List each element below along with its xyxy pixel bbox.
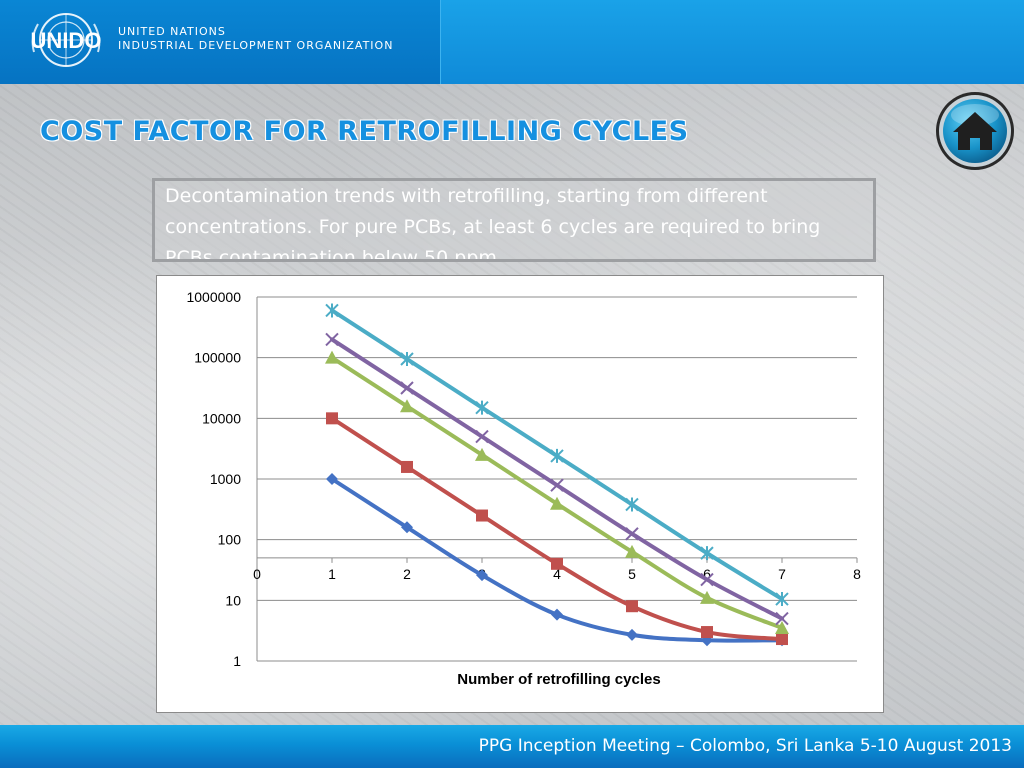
data-point [401,460,413,473]
data-point [625,527,639,541]
x-axis-title: Number of retrofilling cycles [457,671,660,688]
data-point [400,399,414,413]
data-point [326,473,338,485]
y-tick-label: 100000 [194,350,241,366]
data-point [625,544,639,558]
x-tick-label: 2 [403,566,411,582]
data-point [325,303,339,318]
home-icon [936,92,1014,170]
data-point [325,332,339,347]
data-point [550,478,564,492]
x-tick-label: 4 [553,566,561,582]
data-point [700,546,714,561]
x-tick-label: 0 [253,566,261,582]
data-point [776,633,788,646]
y-tick-label: 100 [218,532,242,548]
x-tick-label: 5 [628,566,636,582]
org-name-line1: UNITED NATIONS [118,25,226,38]
data-point [550,496,564,510]
org-name-line2: INDUSTRIAL DEVELOPMENT ORGANIZATION [118,39,394,52]
home-button[interactable] [934,90,1016,172]
x-tick-label: 7 [778,566,786,582]
header-logo-area: UNIDO UNITED NATIONS INDUSTRIAL DEVELOPM… [0,0,441,84]
description-box: Decontamination trends with retrofilling… [152,178,876,262]
data-point [400,381,414,395]
series-line-3 [330,355,784,630]
data-point [701,634,713,647]
x-tick-label: 8 [853,566,861,582]
data-point [625,497,639,512]
data-point [700,572,714,587]
data-point [400,352,414,367]
data-point [475,447,489,461]
data-point [325,350,339,364]
data-point [326,412,338,425]
y-tick-label: 10 [225,592,241,608]
decontamination-line-chart: 1000000100000100001000100101012345678Num… [186,289,861,688]
y-tick-label: 1000 [210,471,241,487]
y-tick-label: 1 [233,653,241,669]
data-point [475,429,489,444]
header-bar: UNIDO UNITED NATIONS INDUSTRIAL DEVELOPM… [0,0,1024,84]
data-point [775,620,789,634]
data-point [626,600,638,613]
data-point [700,590,714,604]
data-point [476,569,488,582]
data-point [626,628,638,641]
data-point [551,608,563,621]
y-tick-label: 10000 [202,410,241,426]
y-tick-label: 1000000 [186,289,241,305]
chart-panel: 1000000100000100001000100101012345678Num… [156,275,884,713]
x-tick-label: 1 [328,566,336,582]
data-point [401,521,413,534]
data-point [775,592,789,607]
data-point [551,557,563,570]
data-point [475,400,489,415]
page-title: COST FACTOR FOR RETROFILLING CYCLES [40,116,689,147]
description-text: Decontamination trends with retrofilling… [165,185,821,262]
data-point [701,626,713,639]
x-tick-label: 6 [703,566,711,582]
data-point [476,509,488,522]
footer-text: PPG Inception Meeting – Colombo, Sri Lan… [478,736,1012,756]
logo-text: UNIDO [31,28,102,53]
footer-bar: PPG Inception Meeting – Colombo, Sri Lan… [0,725,1024,768]
un-emblem-icon: UNIDO [31,13,102,67]
data-point [775,611,789,626]
data-point [550,448,564,463]
